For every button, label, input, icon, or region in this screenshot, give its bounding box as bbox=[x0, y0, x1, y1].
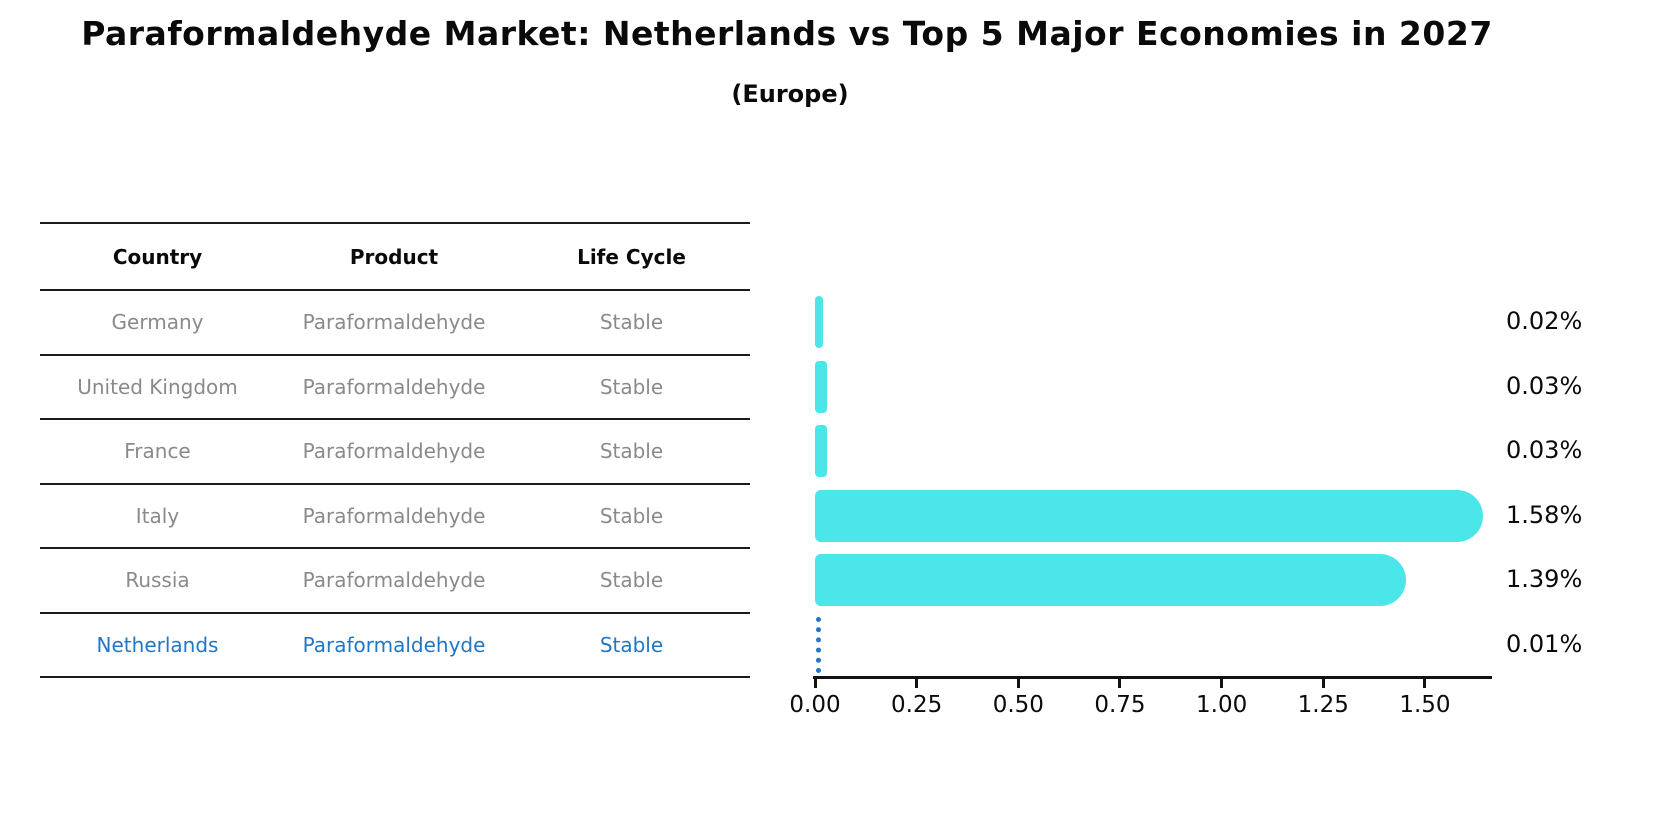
chart-subtitle: (Europe) bbox=[731, 80, 849, 108]
cell-country: Germany bbox=[111, 310, 204, 335]
highlight-bar-netherlands bbox=[816, 616, 821, 673]
bar-value-label: 0.02% bbox=[1506, 307, 1583, 335]
cell-country: Russia bbox=[125, 568, 190, 593]
x-axis-tick bbox=[1118, 679, 1122, 688]
cell-country: Italy bbox=[135, 503, 180, 528]
cell-country: France bbox=[124, 439, 191, 464]
header-life-cycle: Life Cycle bbox=[577, 244, 686, 269]
x-axis-tick-label: 1.25 bbox=[1297, 692, 1349, 718]
table-header-row: Country Product Life Cycle bbox=[40, 223, 750, 290]
x-axis-tick bbox=[915, 679, 919, 688]
cell-product: Paraformaldehyde bbox=[302, 439, 486, 464]
cell-life-cycle: Stable bbox=[599, 310, 664, 335]
table-rule bbox=[40, 353, 750, 356]
cell-life-cycle: Stable bbox=[599, 503, 664, 528]
chart-title: Paraformaldehyde Market: Netherlands vs … bbox=[81, 14, 1493, 53]
cell-life-cycle: Stable bbox=[599, 374, 664, 399]
table-row: Russia Paraformaldehyde Stable bbox=[40, 548, 750, 613]
x-axis-tick-label: 0.25 bbox=[891, 692, 943, 718]
table-rule bbox=[40, 676, 750, 678]
x-axis-tick bbox=[1423, 679, 1427, 688]
cell-life-cycle: Stable bbox=[599, 568, 664, 593]
table-row: France Paraformaldehyde Stable bbox=[40, 419, 750, 484]
x-axis-tick-label: 0.00 bbox=[789, 692, 841, 718]
table-row: Italy Paraformaldehyde Stable bbox=[40, 484, 750, 549]
cell-country: Netherlands bbox=[96, 632, 219, 657]
x-axis-tick-label: 1.00 bbox=[1196, 692, 1248, 718]
x-axis-tick-label: 1.50 bbox=[1399, 692, 1451, 718]
cell-product: Paraformaldehyde bbox=[302, 310, 486, 335]
bar bbox=[815, 296, 824, 348]
x-axis-tick bbox=[1321, 679, 1325, 688]
x-axis-tick bbox=[1016, 679, 1020, 688]
table-row: Netherlands Paraformaldehyde Stable bbox=[40, 613, 750, 678]
bar-value-label: 1.58% bbox=[1506, 500, 1583, 529]
x-axis-tick-label: 0.50 bbox=[992, 692, 1044, 718]
cell-product: Paraformaldehyde bbox=[302, 632, 486, 657]
cell-life-cycle: Stable bbox=[599, 439, 664, 464]
x-axis-tick bbox=[1220, 679, 1224, 688]
bar bbox=[815, 554, 1407, 607]
cell-life-cycle: Stable bbox=[599, 632, 664, 657]
cell-product: Paraformaldehyde bbox=[302, 503, 486, 528]
table-rule bbox=[40, 418, 750, 420]
bar bbox=[815, 489, 1484, 542]
table-row: Germany Paraformaldehyde Stable bbox=[40, 290, 750, 355]
bar bbox=[815, 360, 828, 413]
cell-product: Paraformaldehyde bbox=[302, 568, 486, 593]
cell-product: Paraformaldehyde bbox=[302, 374, 486, 399]
table-rule bbox=[40, 289, 750, 291]
bar-value-label: 0.01% bbox=[1506, 629, 1583, 658]
cell-country: United Kingdom bbox=[77, 374, 238, 399]
header-country: Country bbox=[112, 244, 203, 269]
bar-value-label: 0.03% bbox=[1506, 371, 1583, 400]
bar-value-label: 1.39% bbox=[1506, 565, 1583, 594]
table-rule bbox=[40, 482, 750, 485]
bar-value-label: 0.03% bbox=[1506, 436, 1583, 465]
table-rule bbox=[40, 547, 750, 549]
bar bbox=[815, 425, 828, 478]
table-row: United Kingdom Paraformaldehyde Stable bbox=[40, 355, 750, 420]
x-axis-tick-label: 0.75 bbox=[1094, 692, 1146, 718]
table-rule bbox=[40, 222, 750, 224]
x-axis-tick bbox=[813, 679, 817, 688]
header-product: Product bbox=[349, 244, 439, 269]
table-rule bbox=[40, 611, 750, 614]
x-axis-line bbox=[813, 676, 1492, 679]
